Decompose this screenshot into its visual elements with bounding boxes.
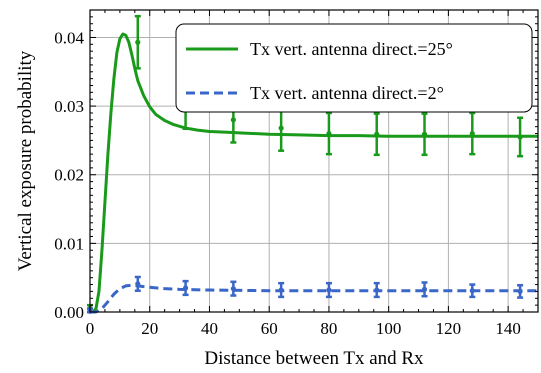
data-point: [326, 130, 332, 137]
error-bar: [134, 14, 141, 70]
data-point: [278, 125, 284, 131]
series-1: [87, 275, 538, 314]
error-bar: [421, 281, 428, 298]
error-bar: [373, 112, 380, 157]
x-tick-label: 0: [86, 319, 95, 338]
data-point: [517, 288, 523, 295]
legend-label-tx-2: Tx vert. antenna direct.=2°: [250, 83, 444, 103]
data-point: [374, 131, 380, 137]
x-tick-label: 60: [261, 319, 278, 338]
series-0: [87, 14, 538, 314]
data-point: [421, 131, 428, 137]
error-bar: [517, 283, 524, 299]
data-point: [230, 117, 236, 123]
error-bar: [421, 112, 428, 157]
data-point: [374, 287, 380, 293]
data-point: [469, 130, 475, 137]
data-point: [278, 287, 284, 293]
error-bar: [278, 281, 285, 299]
data-point: [135, 39, 141, 45]
series-line: [90, 32, 538, 314]
error-bar: [325, 111, 332, 156]
y-axis-label: Vertical exposure probability: [15, 50, 36, 271]
legend: Tx vert. antenna direct.=25° Tx vert. an…: [175, 23, 533, 113]
data-point: [182, 285, 189, 291]
x-axis-label: Distance between Tx and Rx: [204, 348, 424, 369]
y-tick-label: 0.01: [54, 234, 84, 253]
error-bar: [517, 116, 524, 158]
legend-box: [175, 23, 533, 113]
y-tick-label: 0.03: [54, 97, 84, 116]
error-bar: [373, 281, 380, 299]
data-point: [517, 134, 523, 140]
series-layer: [87, 14, 538, 314]
data-point: [230, 286, 236, 292]
error-bar: [134, 275, 141, 292]
legend-label-tx-25: Tx vert. antenna direct.=25°: [250, 39, 453, 59]
error-bar: [469, 111, 476, 156]
data-point: [421, 286, 428, 292]
error-bar: [230, 280, 237, 297]
axis-ticks: 0 20 40 60 80 100 120 140 0.00 0.01 0.02 0.03 0.04: [54, 9, 539, 338]
data-point: [326, 287, 332, 293]
x-tick-label: 40: [201, 319, 218, 338]
x-tick-label: 100: [376, 319, 402, 338]
data-point: [135, 281, 141, 287]
error-bar: [469, 283, 476, 299]
x-tick-label: 20: [141, 319, 158, 338]
x-tick-label: 120: [436, 319, 462, 338]
y-tick-label: 0.00: [54, 303, 84, 322]
error-bar: [182, 279, 189, 297]
x-tick-label: 140: [495, 319, 521, 338]
data-point: [469, 288, 475, 294]
y-tick-label: 0.04: [54, 28, 84, 47]
error-bar: [325, 281, 332, 299]
x-tick-label: 80: [320, 319, 337, 338]
series-line: [90, 283, 538, 314]
y-tick-label: 0.02: [54, 166, 84, 185]
